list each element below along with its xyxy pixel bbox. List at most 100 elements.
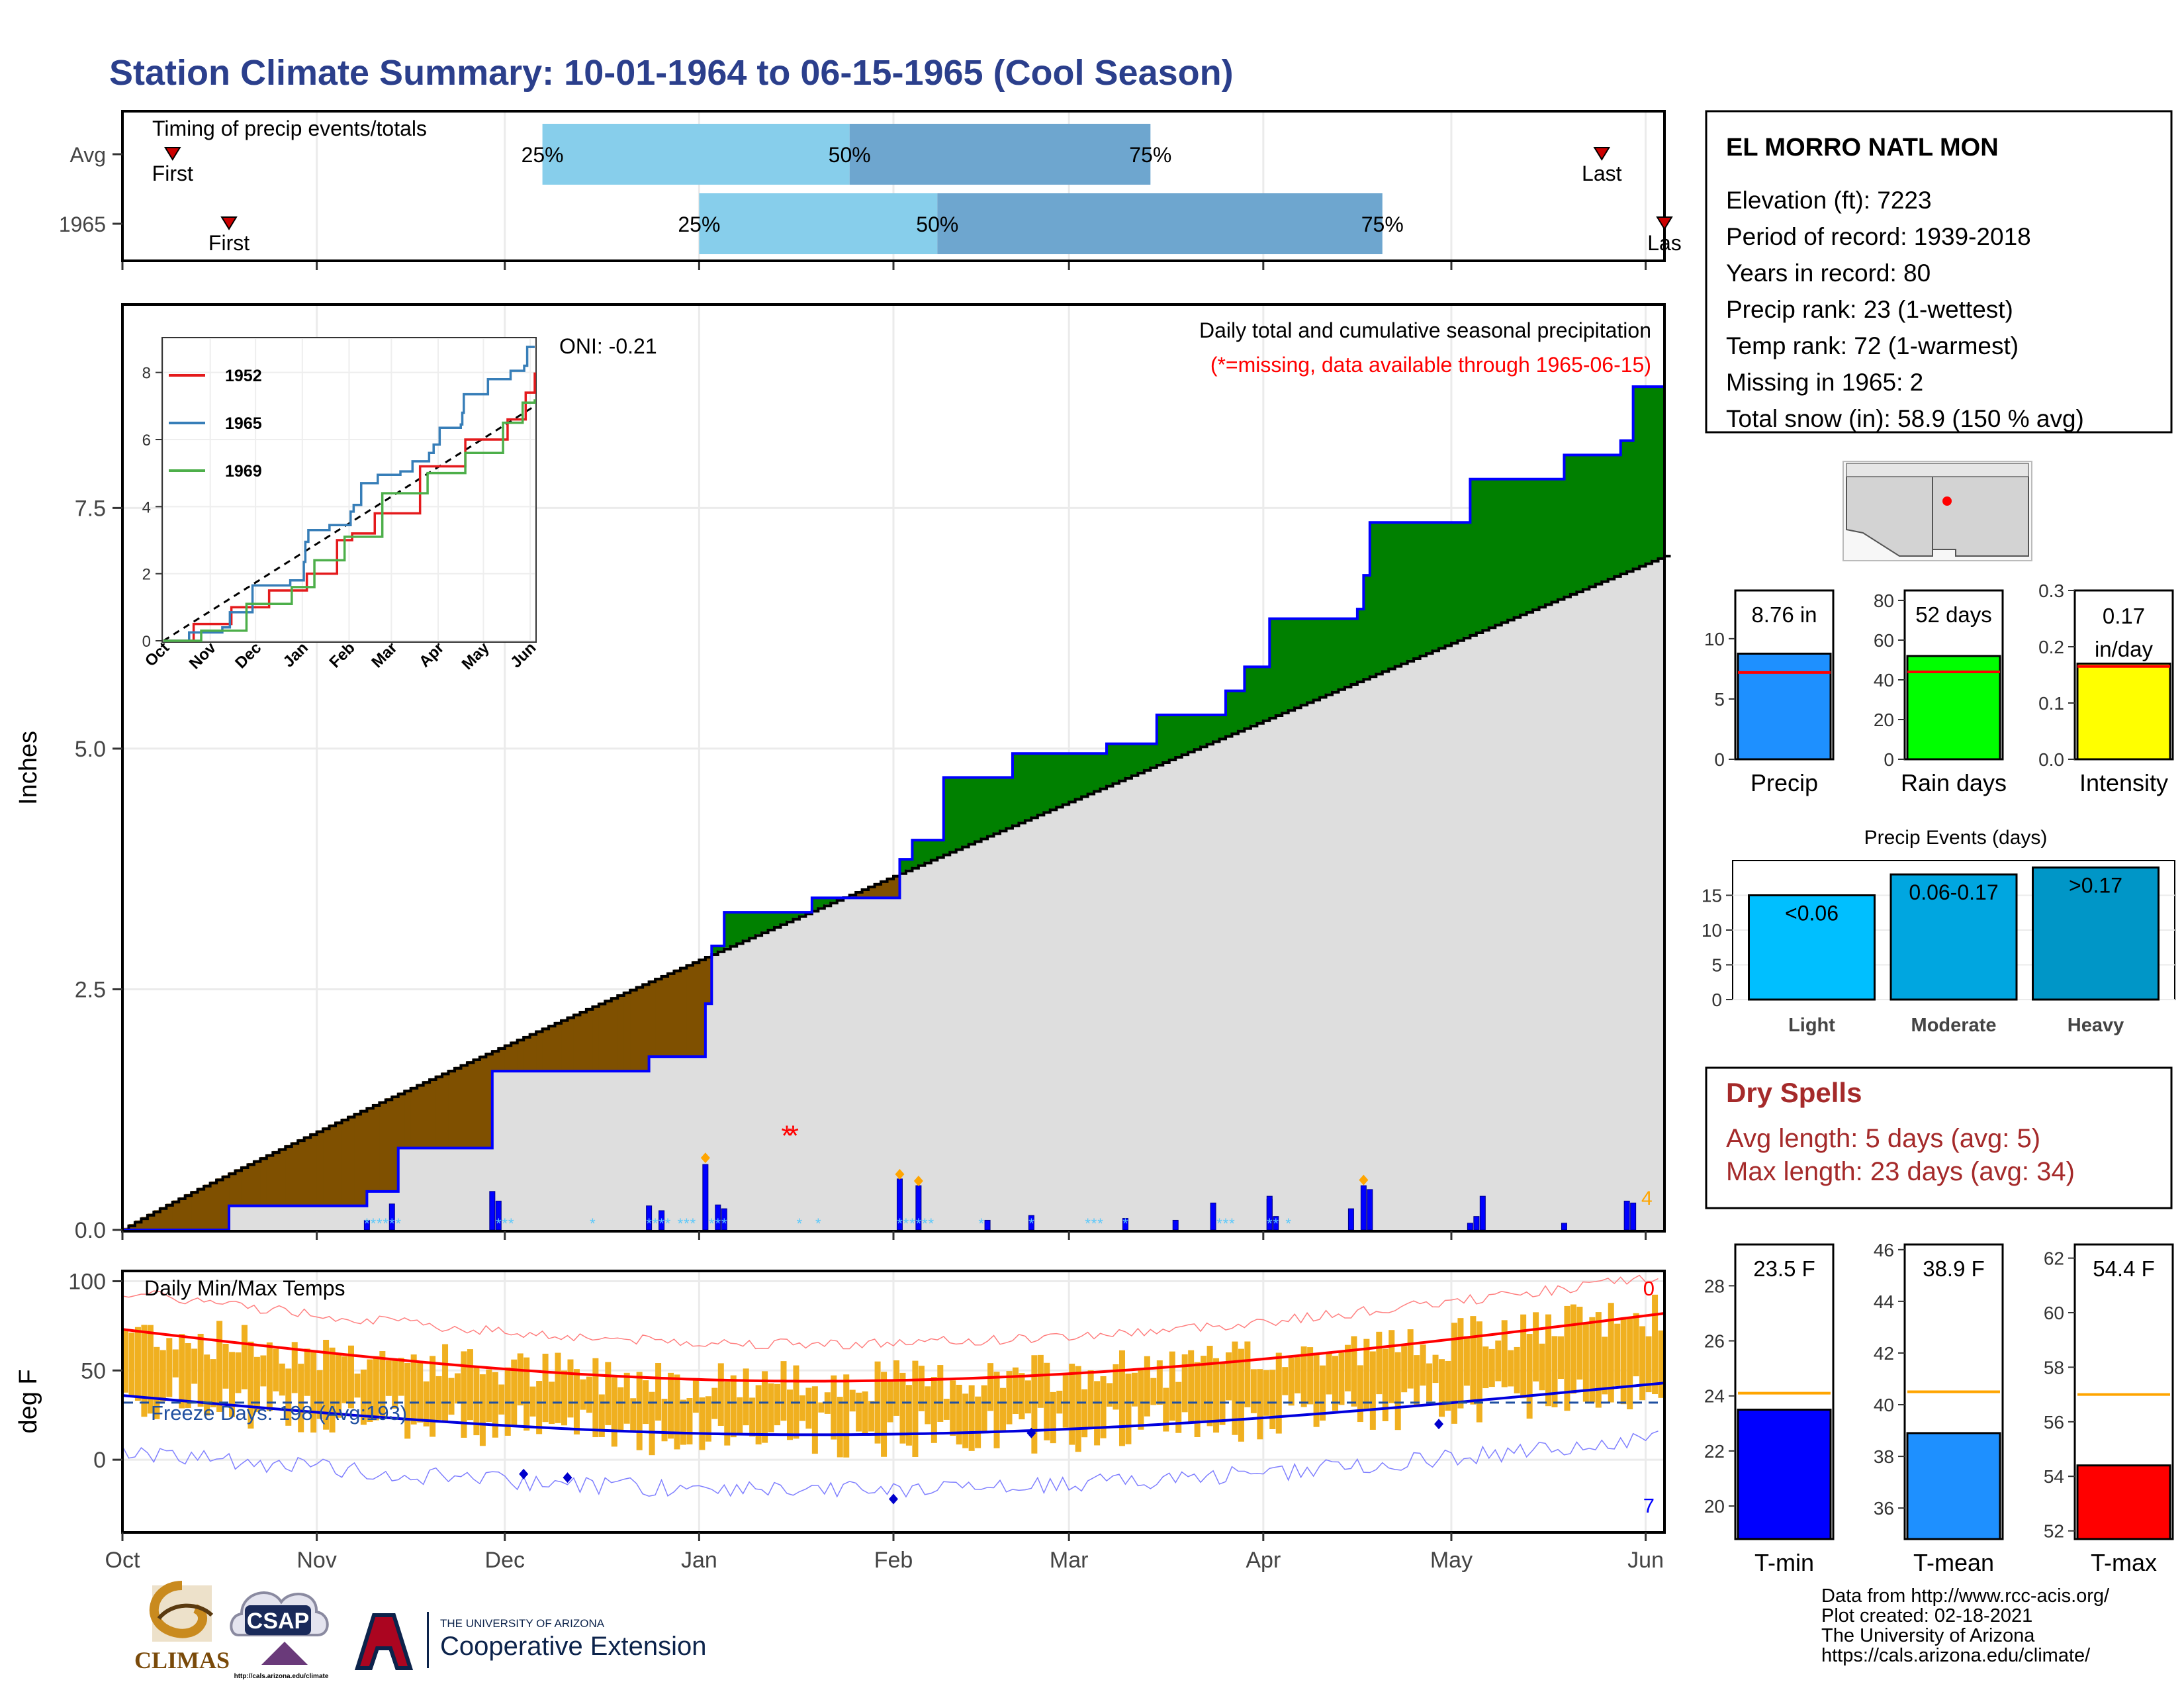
surplus-fill xyxy=(749,912,756,937)
totals-panels: 0 5 10 8.76 in Precip 0 20 40 60 80 52 days Rain da… xyxy=(1704,581,2174,796)
summary-ytick-label: 0.1 xyxy=(2038,693,2064,714)
daily-temp-bar xyxy=(749,1397,756,1437)
daily-temp-bar xyxy=(987,1363,994,1411)
daily-temp-bar xyxy=(1250,1369,1257,1413)
deficit-fill xyxy=(430,1078,437,1149)
snow-mark-icon: * xyxy=(1223,1215,1229,1232)
deficit-fill xyxy=(347,1115,355,1206)
daily-temp-bar xyxy=(561,1370,568,1426)
surplus-fill xyxy=(1451,522,1459,642)
inset-month-label: Apr xyxy=(416,639,447,671)
daily-temp-bar xyxy=(229,1352,236,1417)
daily-precip-bar xyxy=(1367,1189,1373,1231)
record-low-marker xyxy=(889,1493,898,1505)
daily-temp-bar xyxy=(1238,1348,1244,1442)
surplus-fill xyxy=(1376,522,1383,673)
csap-logo[interactable]: CSAP http://cals.arizona.edu/climate xyxy=(230,1591,329,1680)
daily-temp-bar xyxy=(705,1396,711,1442)
surplus-fill xyxy=(1639,387,1647,565)
surplus-fill xyxy=(1000,777,1007,830)
summary-panel-label: T-mean xyxy=(1913,1549,1994,1576)
deficit-fill xyxy=(241,1166,249,1206)
precip-ytick-label: 0.0 xyxy=(75,1218,106,1243)
snow-mark-icon: * xyxy=(1091,1215,1097,1232)
daily-temp-bar xyxy=(392,1359,398,1409)
daily-temp-bar xyxy=(899,1372,906,1444)
deficit-fill xyxy=(636,986,643,1072)
inset-avg-line xyxy=(163,405,535,642)
daily-temp-bar xyxy=(448,1378,455,1415)
timing-pct-label: 50% xyxy=(916,212,958,236)
station-location-dot xyxy=(1942,496,1952,506)
surplus-fill xyxy=(1463,522,1471,637)
daily-temp-bar xyxy=(643,1380,649,1425)
climas-logo[interactable]: CLIMAS xyxy=(134,1581,230,1673)
daily-temp-bar xyxy=(529,1386,536,1417)
summary-ytick-label: 60 xyxy=(1874,630,1894,651)
surplus-fill xyxy=(912,840,919,867)
csap-url: http://cals.arizona.edu/climate xyxy=(234,1673,329,1680)
timing-pct-label: 75% xyxy=(1129,143,1171,167)
surplus-fill xyxy=(717,946,725,951)
snow-mark-icon: * xyxy=(659,1215,664,1232)
snow-mark-icon: * xyxy=(364,1215,370,1232)
climas-swirl-icon xyxy=(149,1581,207,1638)
inset-month-label: May xyxy=(459,639,494,674)
daily-temp-bar xyxy=(185,1343,191,1409)
deficit-fill xyxy=(229,1172,236,1206)
dry-spells-avg: Avg length: 5 days (avg: 5) xyxy=(1726,1124,2040,1153)
deficit-fill xyxy=(216,1178,224,1230)
daily-temp-bar xyxy=(347,1345,354,1409)
surplus-fill xyxy=(768,912,775,929)
summary-panel-label: Precip xyxy=(1751,769,1818,796)
daily-temp-bar xyxy=(1144,1356,1150,1417)
snow-mark-icon: * xyxy=(1285,1215,1291,1232)
surplus-fill xyxy=(1269,618,1277,717)
timing-pct-label: 50% xyxy=(829,143,871,167)
summary-ytick-label: 42 xyxy=(1874,1343,1894,1364)
summary-value-label: 38.9 F xyxy=(1923,1256,1985,1281)
daily-temp-bar xyxy=(341,1356,348,1403)
precip-chart-subtitle: (*=missing, data available through 1965-… xyxy=(1210,353,1651,377)
deficit-fill xyxy=(643,983,650,1072)
daily-precip-bar xyxy=(1467,1223,1473,1231)
surplus-fill xyxy=(824,898,831,905)
surplus-fill xyxy=(937,840,944,857)
surplus-fill xyxy=(1075,753,1082,798)
deficit-fill xyxy=(461,1064,468,1149)
daily-temp-bar xyxy=(1269,1370,1276,1429)
daily-temp-bar xyxy=(768,1383,774,1432)
ua-extension-logo[interactable]: THE UNIVERSITY OF ARIZONA Cooperative Ex… xyxy=(354,1612,706,1670)
daily-precip-bar xyxy=(1630,1202,1637,1231)
daily-temp-bar xyxy=(154,1346,160,1419)
summary-ytick-label: 22 xyxy=(1704,1441,1725,1462)
surplus-fill xyxy=(1181,715,1189,754)
daily-temp-bar xyxy=(1501,1320,1508,1387)
daily-temp-bar xyxy=(1476,1321,1482,1423)
daily-temp-bar xyxy=(1602,1336,1608,1395)
surplus-fill xyxy=(1382,522,1389,671)
daily-temp-bar xyxy=(1388,1330,1395,1403)
deficit-fill xyxy=(649,980,656,1057)
surplus-fill xyxy=(1307,618,1314,702)
deficit-fill xyxy=(856,890,863,898)
daily-temp-bar xyxy=(1401,1346,1408,1393)
deficit-fill xyxy=(367,1107,374,1192)
deficit-fill xyxy=(536,1030,543,1072)
station-line: Total snow (in): 58.9 (150 % avg) xyxy=(1726,405,2084,432)
daily-temp-bar xyxy=(1445,1360,1451,1411)
temp-chart-title: Daily Min/Max Temps xyxy=(144,1276,345,1300)
deficit-fill xyxy=(668,972,675,1057)
daily-temp-bar xyxy=(755,1385,762,1445)
daily-temp-bar xyxy=(605,1362,612,1425)
snow-mark-icon: * xyxy=(665,1215,671,1232)
daily-temp-bar xyxy=(504,1367,511,1436)
timing-event-marker xyxy=(1656,216,1673,230)
surplus-fill xyxy=(1050,753,1057,809)
daily-temp-bar xyxy=(1275,1352,1282,1434)
snow-mark-icon: * xyxy=(371,1215,377,1232)
snow-mark-icon: * xyxy=(797,1215,803,1232)
deficit-fill xyxy=(605,1000,612,1072)
daily-temp-bar xyxy=(912,1360,919,1457)
